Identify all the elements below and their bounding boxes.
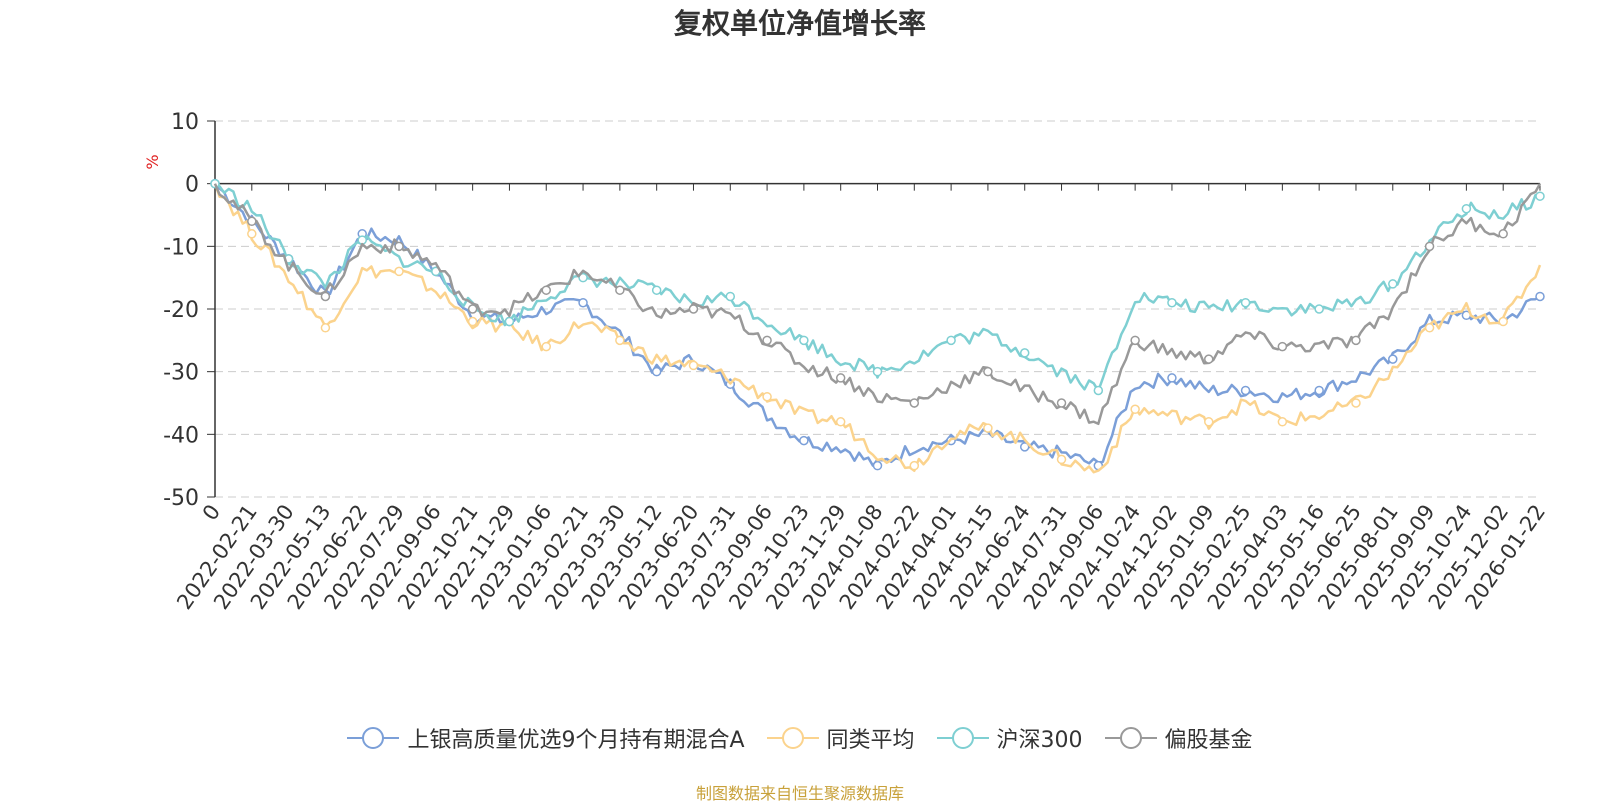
data-point (651, 366, 662, 377)
data-source-note: 制图数据来自恒生聚源数据库 (695, 784, 904, 803)
data-point (835, 373, 846, 383)
data-point (1498, 229, 1508, 239)
data-point (1056, 398, 1067, 408)
data-point (946, 335, 956, 346)
legend-marker-icon (1104, 727, 1157, 749)
y-axis-unit-label: % (143, 154, 162, 169)
y-tick-label: 0 (185, 173, 199, 198)
data-point (762, 335, 772, 346)
legend-item-equity-fund[interactable]: 偏股基金 (1104, 722, 1253, 754)
data-point (1388, 354, 1398, 364)
data-point (320, 323, 331, 333)
series-line (213, 183, 1542, 474)
data-point (1240, 297, 1251, 308)
legend-marker-icon (936, 727, 989, 749)
data-point (983, 423, 993, 433)
legend-label: 同类平均 (826, 728, 915, 753)
data-point (1351, 335, 1361, 346)
series-line (213, 183, 1542, 426)
data-point (1498, 316, 1508, 327)
legend-label: 沪深300 (996, 728, 1083, 753)
y-tick-label: -50 (163, 486, 199, 511)
line-chart: 100-10-20-30-40-50%02022-02-212022-03-30… (143, 110, 1550, 614)
data-point (1314, 385, 1324, 396)
data-point (247, 216, 257, 227)
data-point (688, 304, 699, 314)
data-point (983, 366, 993, 377)
data-point (1277, 417, 1288, 427)
data-point (541, 285, 551, 295)
data-point (578, 297, 588, 308)
y-tick-label: -20 (163, 298, 199, 323)
data-point (615, 335, 625, 346)
data-point (651, 285, 662, 295)
data-point (872, 460, 883, 471)
data-point (1240, 385, 1251, 396)
data-point (762, 391, 772, 402)
data-point (799, 335, 809, 346)
y-tick-label: -40 (163, 423, 199, 448)
legend-marker-icon (766, 727, 819, 749)
legend-marker-icon (347, 727, 400, 749)
legend-item-csi300[interactable]: 沪深300 (936, 722, 1083, 754)
y-tick-label: -10 (163, 235, 199, 260)
data-point (504, 316, 515, 327)
data-point (1351, 398, 1361, 408)
data-point (615, 285, 625, 295)
data-point (1535, 291, 1545, 302)
data-point (1535, 191, 1545, 201)
data-point (909, 398, 920, 408)
data-point (1277, 341, 1288, 352)
y-tick-label: 10 (171, 110, 199, 135)
data-point (909, 460, 920, 471)
data-point (835, 417, 846, 427)
data-point (1424, 241, 1435, 252)
data-point (467, 304, 478, 314)
data-point (1130, 335, 1140, 346)
series-line (214, 182, 1541, 467)
data-point (1204, 354, 1214, 364)
data-point (1314, 304, 1324, 314)
data-point (1019, 348, 1030, 358)
data-point (1056, 454, 1067, 465)
data-point (872, 366, 883, 377)
data-point (799, 435, 809, 446)
y-tick-label: -30 (163, 361, 199, 386)
legend-label: 上银高质量优选9个月持有期混合A (407, 728, 745, 753)
data-point (1461, 203, 1472, 214)
legend-label: 偏股基金 (1164, 728, 1253, 753)
legend: 上银高质量优选9个月持有期混合A 同类平均 沪深300 偏股基金 (0, 722, 1600, 754)
data-point (1130, 404, 1140, 415)
data-point (394, 266, 404, 277)
data-point (1093, 385, 1104, 396)
data-point (247, 229, 257, 239)
data-point (1019, 442, 1030, 452)
x-tick-label: 0 (198, 500, 225, 525)
data-point (578, 272, 588, 283)
legend-item-fund[interactable]: 上银高质量优选9个月持有期混合A (347, 722, 745, 754)
data-point (1204, 417, 1214, 427)
data-point (320, 291, 331, 302)
data-point (1167, 373, 1177, 383)
data-point (541, 341, 551, 352)
chart-title: 复权单位净值增长率 (673, 7, 926, 40)
data-point (1424, 323, 1435, 333)
data-point (467, 316, 478, 327)
data-point (1167, 297, 1177, 308)
data-point (394, 241, 404, 252)
data-point (688, 360, 699, 371)
series-line (214, 182, 1541, 393)
data-point (1388, 279, 1398, 289)
legend-item-peer-average[interactable]: 同类平均 (766, 722, 915, 754)
data-point (725, 291, 736, 302)
